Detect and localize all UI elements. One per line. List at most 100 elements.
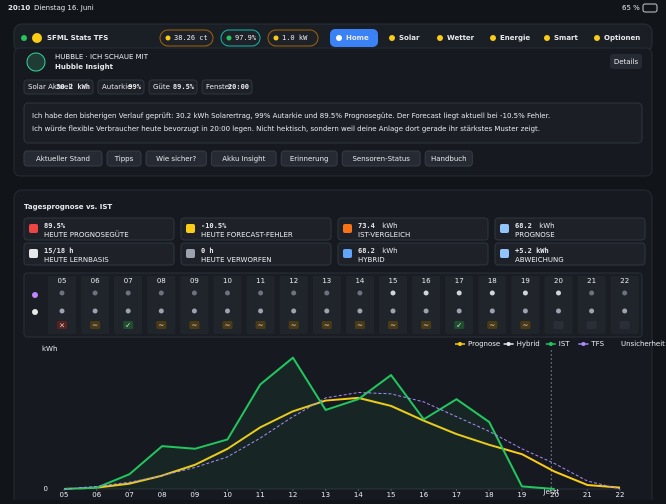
action-label[interactable]: Sensoren-Status [352, 155, 410, 163]
action-button[interactable] [145, 150, 207, 167]
action-button[interactable] [280, 150, 338, 167]
hour-label: 16 [422, 277, 431, 285]
pill-icon [165, 35, 171, 41]
badge [354, 321, 365, 329]
hour-cell [114, 276, 143, 334]
weather-icon [622, 308, 628, 314]
weather-icon [92, 308, 98, 314]
kpi-icon [186, 249, 195, 258]
action-label[interactable]: Aktueller Stand [36, 155, 90, 163]
hour-label: 20 [554, 277, 563, 285]
now-label: Jetzt [543, 488, 560, 496]
stat-label: Autarkie [102, 83, 131, 91]
x-tick-label: 15 [387, 491, 396, 499]
nav-item[interactable]: Wetter [447, 34, 475, 42]
pill-icon [273, 35, 279, 41]
weather-icon [59, 290, 65, 296]
x-tick-label: 10 [223, 491, 232, 499]
badge [388, 321, 398, 329]
kpi-value: 0 h [201, 247, 214, 255]
kpi-label: PROGNOSE [515, 231, 555, 239]
x-tick-label: 17 [452, 491, 461, 499]
badge [586, 321, 597, 329]
stat-chip [148, 79, 198, 95]
hour-label: 19 [521, 277, 530, 285]
kpi-label: IST-VERGLEICH [358, 231, 410, 239]
kpi-value: 68.2 [358, 247, 375, 255]
weather-icon [390, 290, 396, 296]
stat-pill [267, 29, 319, 47]
badge-label: ✓ [125, 322, 131, 330]
kpi-tile [337, 217, 489, 241]
x-tick-label: 21 [583, 491, 592, 499]
action-button[interactable] [23, 150, 103, 167]
status-dot [21, 35, 27, 41]
kpi-label: ABWEICHUNG [515, 256, 564, 264]
details-button[interactable] [610, 54, 642, 69]
action-label[interactable]: Akku Insight [222, 155, 265, 163]
legend-label: TFS [590, 340, 604, 348]
nav-item[interactable]: Optionen [604, 34, 640, 42]
weather-icon [59, 308, 65, 314]
action-label[interactable]: Handbuch [431, 155, 467, 163]
x-tick-label: 18 [485, 491, 494, 499]
kpi-value: 73.4 [358, 222, 375, 230]
weather-icon [324, 290, 330, 296]
action-button[interactable] [424, 150, 473, 167]
badge-label: ~ [225, 322, 231, 330]
hour-label: 06 [91, 277, 100, 285]
hour-cell [279, 276, 308, 334]
badge [57, 321, 67, 329]
legend-dot [506, 342, 511, 346]
nav-item[interactable]: Energie [500, 34, 530, 42]
details-label[interactable]: Details [614, 58, 639, 66]
action-label[interactable]: Wie sicher? [156, 155, 196, 163]
weather-icon [556, 290, 561, 296]
action-button[interactable] [341, 150, 421, 167]
action-button[interactable] [210, 150, 277, 167]
action-button[interactable] [106, 150, 142, 167]
action-label[interactable]: Tipps [114, 155, 134, 163]
kpi-label: HYBRID [358, 256, 385, 264]
hour-label: 17 [455, 277, 464, 285]
badge-label: ~ [92, 322, 98, 330]
badge [454, 321, 465, 329]
badge [288, 321, 299, 329]
badge-label: ~ [390, 322, 396, 330]
nav-item[interactable]: Smart [554, 34, 579, 42]
hour-label: 10 [223, 277, 232, 285]
message: Ich habe den bisherigen Verlauf geprüft:… [32, 112, 550, 120]
stat-chip [97, 79, 145, 95]
badge [421, 321, 432, 329]
hour-cell [610, 276, 639, 334]
legend-band: Unsicherheit [621, 340, 665, 348]
hour-label: 07 [124, 277, 133, 285]
pill-text: 38.26 ct [174, 34, 208, 42]
hour-cell [577, 276, 606, 334]
kpi-tile [180, 217, 332, 241]
kpi-label: HEUTE FORECAST-FEHLER [201, 231, 293, 239]
nav-icon [490, 35, 496, 41]
nav-item[interactable]: Solar [399, 34, 420, 42]
stat-value: 99% [128, 83, 141, 91]
action-label[interactable]: Erinnerung [290, 155, 329, 163]
x-tick-label: 16 [419, 491, 428, 499]
weather-icon [589, 308, 595, 314]
section-title: Tagesprognose vs. IST [24, 203, 112, 211]
weather-icon [556, 308, 561, 314]
badge-label: ~ [357, 322, 363, 330]
kpi-label: HEUTE VERWORFEN [201, 256, 272, 264]
badge-label: ~ [191, 322, 197, 330]
hour-label: 14 [355, 277, 364, 285]
hour-cell [213, 276, 242, 334]
badge [123, 321, 134, 329]
nav-item[interactable]: Home [346, 34, 369, 42]
x-tick-label: 07 [125, 491, 134, 499]
hour-label: 12 [289, 277, 298, 285]
x-tick-label: 06 [92, 491, 101, 499]
weather-icon [357, 308, 363, 314]
series-line [63, 356, 555, 490]
hour-cell [180, 276, 209, 334]
hour-label: 11 [256, 277, 265, 285]
